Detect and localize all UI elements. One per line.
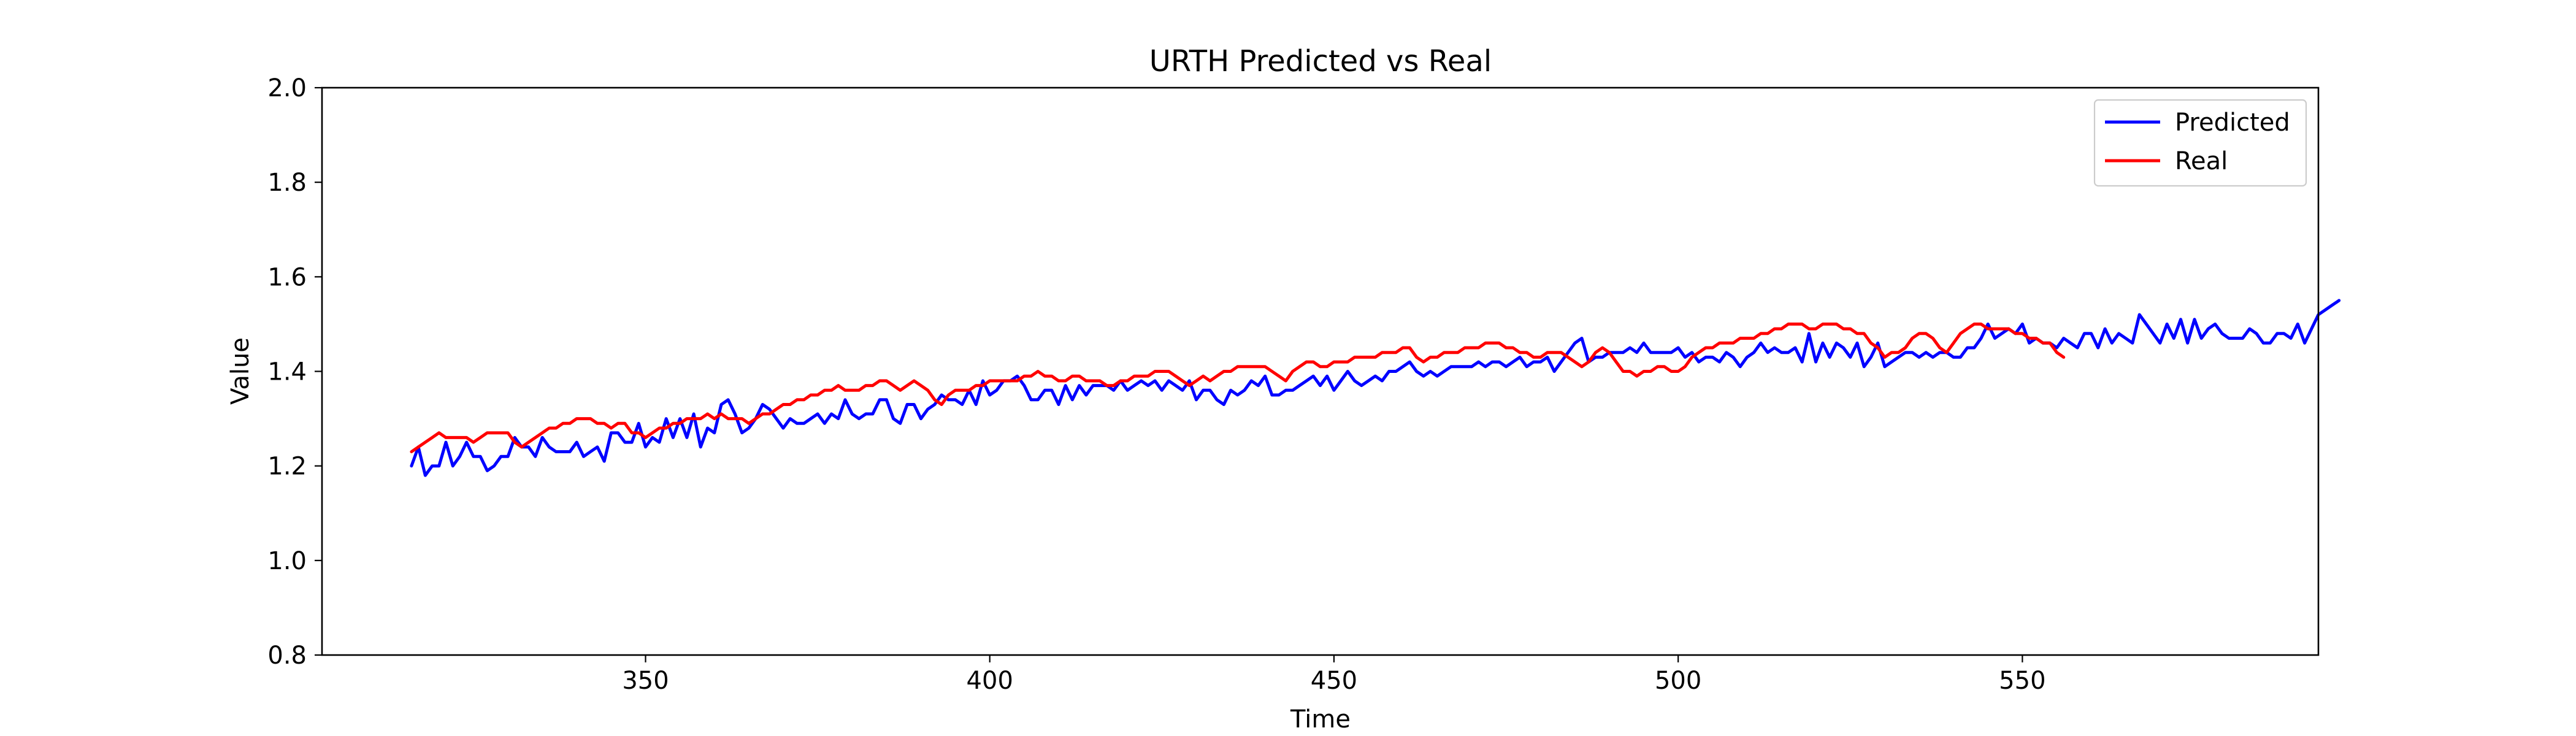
chart-title: URTH Predicted vs Real [1149, 44, 1492, 79]
y-tick-label: 1.2 [267, 453, 307, 481]
x-tick-label: 500 [1655, 667, 1701, 695]
legend-label-real: Real [2175, 147, 2228, 175]
x-axis: 350 400 450 500 550 [622, 655, 2046, 695]
y-tick-label: 1.6 [267, 263, 307, 291]
legend: Predicted Real [2093, 99, 2307, 187]
legend-label-predicted: Predicted [2175, 109, 2290, 137]
x-tick-label: 350 [622, 667, 669, 695]
y-axis: 0.8 1.0 1.2 1.4 1.6 1.8 2.0 [267, 74, 322, 670]
x-tick-label: 400 [967, 667, 1013, 695]
y-axis-label: Value [226, 337, 255, 405]
x-tick-label: 550 [1999, 667, 2045, 695]
plot-lines [410, 299, 2341, 477]
y-tick-label: 0.8 [267, 642, 307, 670]
series-line-predicted [410, 299, 2341, 477]
x-axis-label: Time [1290, 705, 1351, 734]
y-tick-label: 1.4 [267, 358, 307, 386]
y-tick-label: 1.0 [267, 547, 307, 575]
y-tick-label: 1.8 [267, 169, 307, 197]
series-line-real [410, 322, 2066, 453]
y-tick-label: 2.0 [267, 74, 307, 102]
x-tick-label: 450 [1311, 667, 1357, 695]
